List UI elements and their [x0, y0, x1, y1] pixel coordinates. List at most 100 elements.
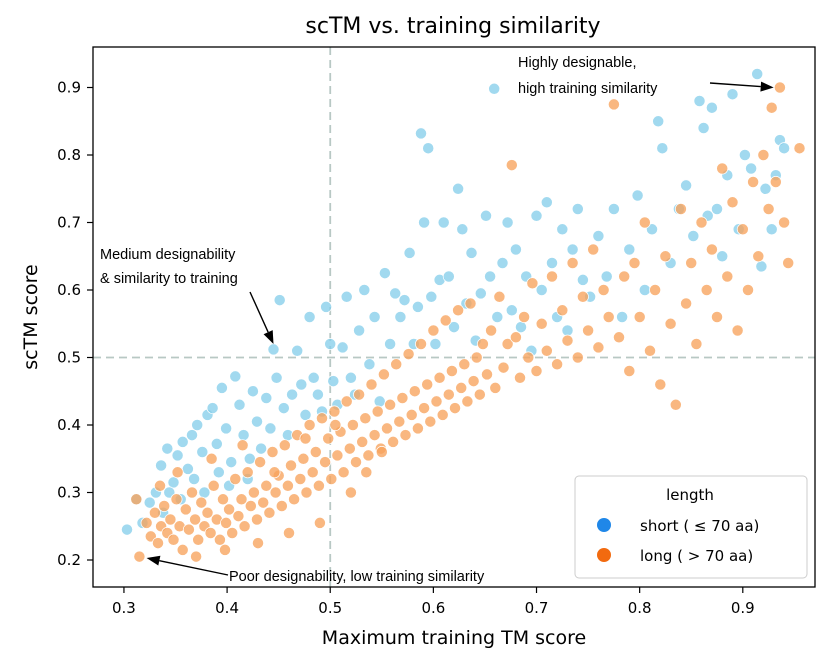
point-long — [571, 351, 584, 364]
reference-lines — [93, 47, 815, 587]
point-short — [327, 375, 340, 388]
point-long — [238, 520, 251, 533]
legend-label-short: short ( ≤ 70 aa) — [640, 517, 759, 535]
x-tick-label: 0.8 — [628, 599, 652, 617]
point-long — [638, 216, 651, 229]
point-long — [299, 432, 312, 445]
point-short — [465, 246, 478, 259]
point-long — [421, 378, 434, 391]
point-short — [251, 415, 263, 428]
point-short — [358, 284, 371, 296]
point-short — [456, 223, 469, 236]
point-short — [561, 324, 574, 337]
point-long — [269, 486, 282, 499]
point-short — [225, 456, 238, 469]
point-long — [433, 371, 446, 384]
point-long — [546, 270, 558, 283]
point-long — [705, 243, 718, 256]
legend-swatch-short — [597, 518, 611, 532]
point-short — [320, 300, 333, 313]
annotation-medium: Medium designability & similarity to tra… — [100, 247, 274, 344]
point-long — [353, 388, 366, 401]
point-short — [389, 287, 402, 300]
point-short — [206, 402, 219, 415]
point-short — [176, 435, 189, 448]
point-short — [765, 223, 778, 236]
point-long — [322, 432, 335, 445]
point-short — [505, 304, 518, 317]
arrow-head — [263, 330, 274, 344]
point-long — [736, 223, 749, 236]
point-long — [793, 142, 806, 155]
point-long — [219, 543, 231, 556]
point-long — [399, 429, 412, 442]
point-short — [488, 82, 501, 95]
point-long — [415, 338, 427, 350]
point-long — [535, 317, 548, 330]
point-long — [223, 503, 236, 516]
point-long — [303, 419, 316, 431]
point-short — [324, 338, 337, 350]
point-long — [623, 365, 636, 377]
point-long — [518, 311, 531, 323]
point-long — [381, 422, 393, 435]
point-short — [270, 371, 283, 384]
point-long — [514, 371, 526, 384]
point-long — [752, 250, 765, 263]
y-axis-label: scTM score — [20, 264, 42, 369]
point-long — [566, 257, 579, 269]
point-long — [319, 456, 332, 469]
point-long — [769, 176, 782, 188]
point-long — [328, 405, 341, 418]
point-short — [186, 429, 198, 442]
point-long — [217, 493, 229, 506]
point-long — [220, 516, 233, 529]
point-short — [295, 378, 308, 391]
point-short — [711, 203, 723, 215]
plot-frame — [92, 46, 816, 588]
point-long — [493, 290, 506, 303]
point-short — [229, 370, 242, 383]
series-short — [121, 68, 791, 536]
point-short — [425, 290, 438, 303]
x-tick-label: 0.6 — [421, 599, 445, 617]
point-short — [705, 101, 718, 114]
point-long — [152, 537, 164, 550]
point-short — [363, 358, 376, 371]
point-short — [299, 408, 312, 421]
point-long — [726, 196, 739, 209]
point-short — [496, 257, 509, 269]
point-long — [254, 456, 267, 469]
point-long — [360, 466, 373, 479]
point-long — [782, 257, 795, 269]
point-long — [179, 503, 192, 516]
point-long — [765, 101, 778, 114]
point-long — [167, 533, 180, 546]
y-axis: 0.2 0.3 0.4 0.5 0.6 0.7 0.8 0.9 — [57, 79, 93, 569]
point-long — [207, 479, 220, 492]
point-long — [171, 466, 184, 479]
point-long — [257, 496, 270, 509]
point-long — [201, 506, 214, 519]
point-short — [303, 311, 316, 323]
point-short — [311, 388, 324, 401]
point-long — [235, 493, 248, 506]
point-long — [229, 473, 242, 485]
point-short — [255, 442, 268, 455]
point-long — [613, 331, 625, 344]
point-short — [607, 203, 620, 215]
point-long — [268, 466, 281, 479]
point-short — [592, 230, 605, 242]
point-long — [263, 506, 276, 519]
point-long — [226, 527, 239, 539]
annotation-medium-line-2: & similarity to training — [100, 271, 238, 287]
point-long — [690, 338, 703, 350]
point-long — [275, 500, 288, 512]
point-long — [396, 392, 409, 404]
point-short — [509, 243, 522, 256]
point-long — [700, 284, 713, 296]
legend: length short ( ≤ 70 aa) long ( > 70 aa) — [574, 475, 808, 579]
point-long — [587, 243, 600, 256]
annotation-high: Highly designable, high training similar… — [518, 55, 774, 97]
